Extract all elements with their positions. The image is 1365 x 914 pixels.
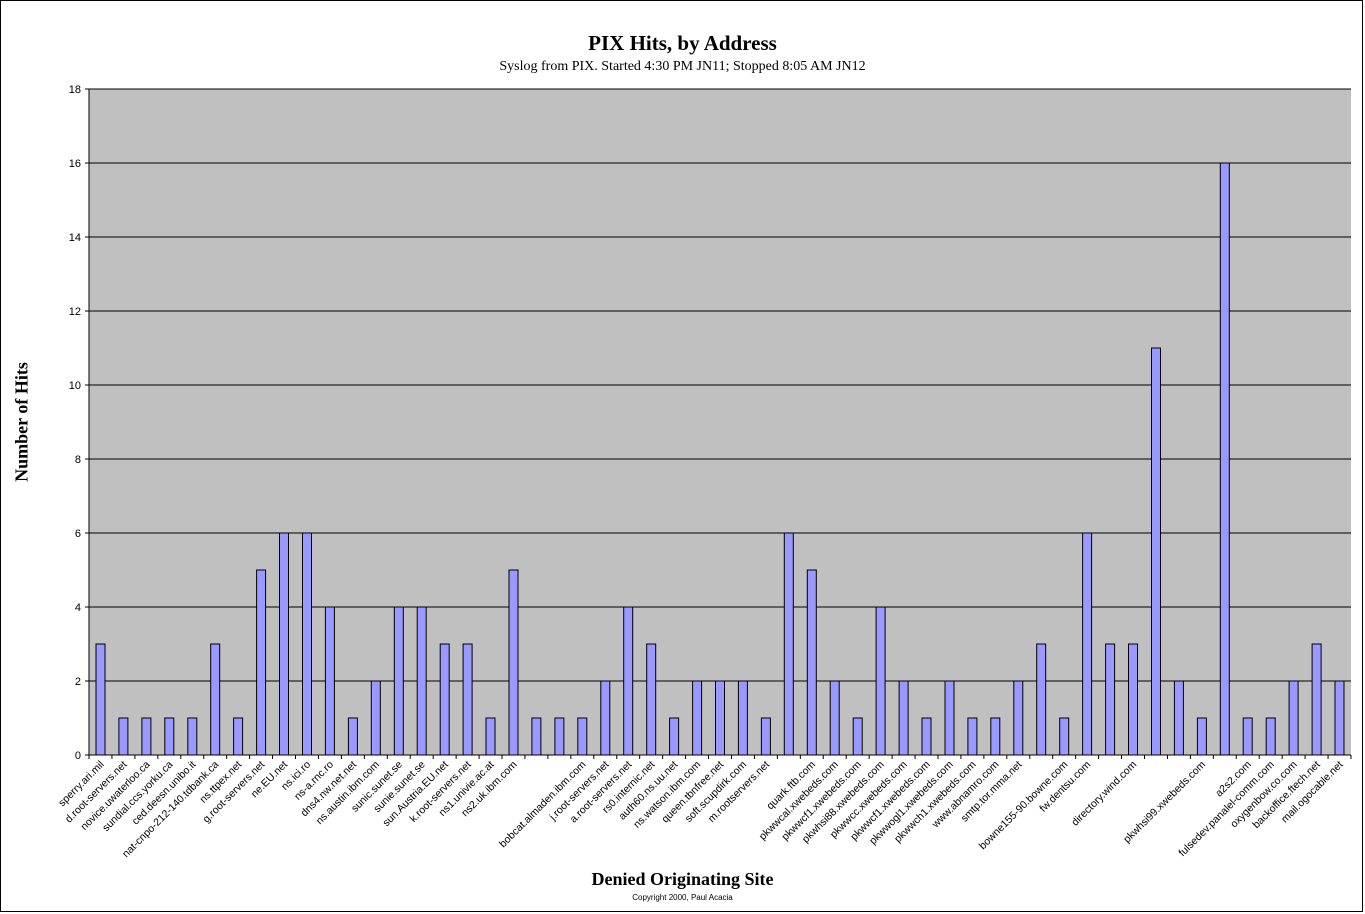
gridlines: [89, 88, 1351, 682]
bar: [623, 606, 634, 756]
bar: [1082, 532, 1093, 756]
bar: [416, 606, 427, 756]
bar: [233, 717, 244, 756]
chart-title: PIX Hits, by Address: [588, 31, 777, 55]
bar: [1036, 643, 1047, 756]
bars: [95, 162, 1345, 756]
bar: [806, 569, 817, 756]
bar: [324, 606, 335, 756]
bar: [829, 680, 840, 756]
bar: [921, 717, 932, 756]
y-tick-label: 8: [75, 454, 81, 466]
bar: [1219, 162, 1230, 756]
x-tick-labels: sperry.ari.mild.root-servers.netnovice.u…: [56, 755, 1352, 860]
y-tick-label: 14: [69, 232, 81, 244]
y-tick-label: 10: [69, 380, 81, 392]
y-tick-label: 6: [75, 528, 81, 540]
bar: [990, 717, 1001, 756]
bar: [118, 717, 129, 756]
bar: [1105, 643, 1116, 756]
bar: [646, 643, 657, 756]
chart-subtitle: Syslog from PIX. Started 4:30 PM JN11; S…: [499, 59, 866, 74]
bar: [1311, 643, 1322, 756]
y-tick-label: 2: [75, 676, 81, 688]
bar: [577, 717, 588, 756]
bar: [852, 717, 863, 756]
bar: [370, 680, 381, 756]
y-tick-label: 16: [69, 158, 81, 170]
bar: [944, 680, 955, 756]
bar: [669, 717, 680, 756]
y-tick-label: 4: [75, 602, 81, 614]
bar: [737, 680, 748, 756]
bar: [967, 717, 978, 756]
bar: [760, 717, 771, 756]
bar: [302, 532, 312, 756]
axes: [88, 89, 1351, 756]
plot-area: [89, 89, 1351, 755]
y-tick-label: 0: [75, 750, 81, 762]
y-tick-labels: 0 2 4 6 8 10 12 14 16 18: [69, 84, 89, 762]
bar: [439, 643, 450, 756]
bar: [692, 680, 703, 756]
y-tick-label: 12: [69, 306, 81, 318]
bar: [1173, 680, 1184, 756]
bar: [95, 643, 106, 756]
bar: [1196, 717, 1207, 756]
bar: [554, 717, 565, 756]
bar: [1334, 680, 1345, 756]
bar: [1265, 717, 1276, 756]
bar: [875, 606, 886, 756]
bar: [187, 717, 198, 756]
bar: [462, 643, 473, 756]
bar: [1013, 680, 1024, 756]
bar: [393, 606, 404, 756]
bar: [715, 680, 725, 756]
bar: [164, 717, 175, 756]
bar: [531, 717, 542, 756]
bar: [279, 532, 289, 756]
bar: [508, 569, 519, 756]
copyright-footer: Copyright 2000, Paul Acacia: [632, 893, 733, 902]
bar: [1128, 643, 1138, 756]
bar: [256, 569, 267, 756]
bar: [141, 717, 152, 756]
bar: [1242, 717, 1253, 756]
bar: [600, 680, 611, 756]
bar: [898, 680, 909, 756]
bar: [1151, 347, 1161, 756]
x-axis-title: Denied Originating Site: [591, 869, 774, 889]
bar: [210, 643, 221, 756]
bar: [783, 532, 794, 756]
bar: [1288, 680, 1299, 756]
y-tick-label: 18: [69, 84, 81, 96]
bar: [347, 717, 358, 756]
bar: [1059, 717, 1070, 756]
bar: [485, 717, 496, 756]
